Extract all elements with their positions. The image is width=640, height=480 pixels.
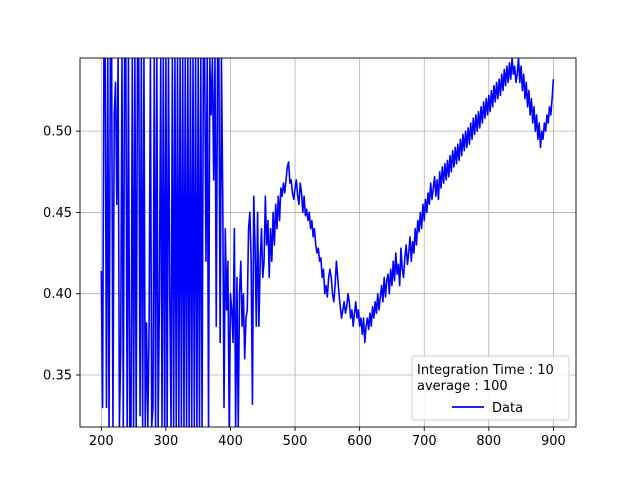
y-tick-label: 0.50 [43, 125, 72, 140]
y-tick-label: 0.35 [43, 368, 72, 383]
series-line-data [100, 58, 555, 427]
y-tick-label: 0.45 [43, 206, 72, 221]
x-tick-label: 800 [476, 434, 501, 449]
x-tick-label: 500 [283, 434, 308, 449]
axes-frame [79, 57, 577, 428]
x-tick-label: 400 [218, 434, 243, 449]
plot-area [100, 58, 555, 427]
x-axis-ticks: 200 300 400 500 600 700 800 900 [89, 427, 566, 449]
legend-entry-data: Data [492, 401, 523, 416]
x-tick-label: 600 [347, 434, 372, 449]
x-tick-label: 300 [153, 434, 178, 449]
legend-box [411, 355, 570, 421]
x-tick-label: 200 [89, 434, 114, 449]
legend-title-line-1: Integration Time : 10 [417, 363, 554, 378]
y-tick-label: 0.40 [43, 287, 72, 302]
y-axis-ticks: 0.35 0.40 0.45 0.50 [43, 125, 80, 383]
legend-title-line-2: average : 100 [417, 379, 508, 394]
x-tick-label: 900 [541, 434, 566, 449]
axes [79, 57, 577, 428]
legend: Integration Time : 10 average : 100 Data [411, 355, 570, 421]
x-tick-label: 700 [412, 434, 437, 449]
